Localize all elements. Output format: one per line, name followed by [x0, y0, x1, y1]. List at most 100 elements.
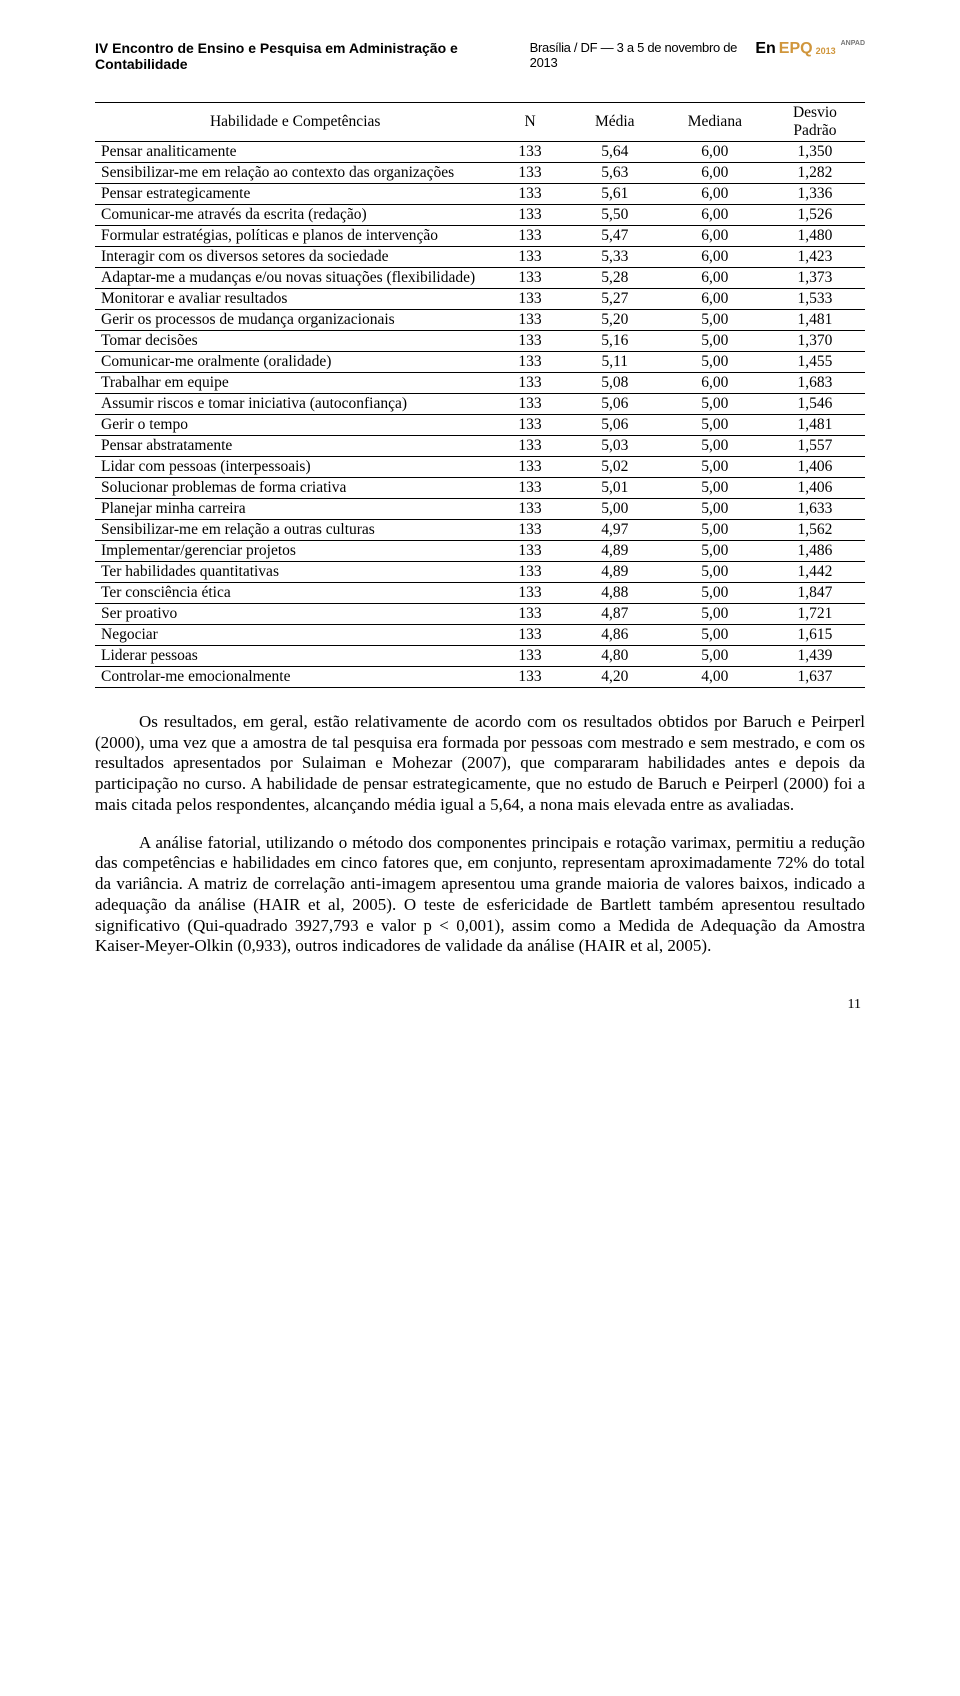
cell-value: 1,406 — [765, 478, 865, 499]
cell-label: Interagir com os diversos setores da soc… — [95, 247, 495, 268]
cell-label: Monitorar e avaliar resultados — [95, 289, 495, 310]
cell-label: Gerir o tempo — [95, 415, 495, 436]
page-header: IV Encontro de Ensino e Pesquisa em Admi… — [95, 40, 865, 72]
cell-value: 133 — [495, 268, 564, 289]
cell-value: 5,01 — [565, 478, 665, 499]
cell-label: Formular estratégias, políticas e planos… — [95, 226, 495, 247]
table-row: Comunicar-me através da escrita (redação… — [95, 205, 865, 226]
header-logo: EnEPQ 2013 ANPAD — [755, 40, 865, 58]
logo-year: 2013 — [816, 46, 836, 56]
cell-label: Pensar estrategicamente — [95, 184, 495, 205]
cell-value: 4,86 — [565, 625, 665, 646]
cell-value: 1,282 — [765, 163, 865, 184]
cell-label: Negociar — [95, 625, 495, 646]
cell-value: 1,370 — [765, 331, 865, 352]
logo-prefix: En — [755, 40, 775, 58]
cell-value: 1,480 — [765, 226, 865, 247]
cell-label: Sensibilizar-me em relação a outras cult… — [95, 520, 495, 541]
cell-value: 5,00 — [665, 499, 765, 520]
table-row: Gerir os processos de mudança organizaci… — [95, 310, 865, 331]
table-row: Pensar abstratamente1335,035,001,557 — [95, 436, 865, 457]
cell-value: 133 — [495, 331, 564, 352]
cell-value: 133 — [495, 184, 564, 205]
cell-value: 5,00 — [665, 352, 765, 373]
cell-value: 1,847 — [765, 583, 865, 604]
cell-value: 5,00 — [665, 415, 765, 436]
cell-value: 4,89 — [565, 541, 665, 562]
paragraph-1: Os resultados, em geral, estão relativam… — [95, 712, 865, 816]
col-media: Média — [565, 103, 665, 142]
cell-label: Implementar/gerenciar projetos — [95, 541, 495, 562]
cell-label: Ter habilidades quantitativas — [95, 562, 495, 583]
cell-value: 133 — [495, 415, 564, 436]
cell-value: 1,423 — [765, 247, 865, 268]
table-row: Pensar analiticamente1335,646,001,350 — [95, 142, 865, 163]
cell-label: Comunicar-me através da escrita (redação… — [95, 205, 495, 226]
paragraph-2: A análise fatorial, utilizando o método … — [95, 833, 865, 957]
cell-value: 5,63 — [565, 163, 665, 184]
cell-value: 5,27 — [565, 289, 665, 310]
cell-value: 5,03 — [565, 436, 665, 457]
cell-label: Gerir os processos de mudança organizaci… — [95, 310, 495, 331]
cell-value: 6,00 — [665, 205, 765, 226]
cell-value: 5,61 — [565, 184, 665, 205]
cell-value: 5,00 — [665, 394, 765, 415]
cell-value: 1,350 — [765, 142, 865, 163]
logo-main: EPQ — [779, 40, 813, 58]
cell-value: 6,00 — [665, 373, 765, 394]
table-row: Sensibilizar-me em relação ao contexto d… — [95, 163, 865, 184]
cell-value: 5,20 — [565, 310, 665, 331]
table-row: Negociar1334,865,001,615 — [95, 625, 865, 646]
cell-value: 5,00 — [665, 436, 765, 457]
cell-value: 5,00 — [665, 331, 765, 352]
header-title: IV Encontro de Ensino e Pesquisa em Admi… — [95, 40, 530, 72]
logo-sub: ANPAD — [841, 40, 865, 47]
table-row: Tomar decisões1335,165,001,370 — [95, 331, 865, 352]
cell-label: Adaptar-me a mudanças e/ou novas situaçõ… — [95, 268, 495, 289]
cell-value: 6,00 — [665, 247, 765, 268]
cell-value: 1,637 — [765, 667, 865, 688]
cell-value: 5,00 — [665, 310, 765, 331]
cell-label: Comunicar-me oralmente (oralidade) — [95, 352, 495, 373]
cell-value: 5,28 — [565, 268, 665, 289]
cell-label: Pensar abstratamente — [95, 436, 495, 457]
col-mediana: Mediana — [665, 103, 765, 142]
cell-value: 4,00 — [665, 667, 765, 688]
table-row: Planejar minha carreira1335,005,001,633 — [95, 499, 865, 520]
cell-value: 5,06 — [565, 394, 665, 415]
cell-value: 133 — [495, 457, 564, 478]
table-row: Monitorar e avaliar resultados1335,276,0… — [95, 289, 865, 310]
cell-value: 133 — [495, 142, 564, 163]
cell-value: 5,64 — [565, 142, 665, 163]
cell-value: 1,373 — [765, 268, 865, 289]
cell-value: 1,557 — [765, 436, 865, 457]
cell-value: 4,88 — [565, 583, 665, 604]
table-row: Implementar/gerenciar projetos1334,895,0… — [95, 541, 865, 562]
cell-value: 1,486 — [765, 541, 865, 562]
table-row: Comunicar-me oralmente (oralidade)1335,1… — [95, 352, 865, 373]
col-n: N — [495, 103, 564, 142]
table-row: Sensibilizar-me em relação a outras cult… — [95, 520, 865, 541]
table-row: Gerir o tempo1335,065,001,481 — [95, 415, 865, 436]
cell-value: 1,562 — [765, 520, 865, 541]
cell-value: 133 — [495, 583, 564, 604]
cell-value: 6,00 — [665, 184, 765, 205]
table-row: Pensar estrategicamente1335,616,001,336 — [95, 184, 865, 205]
cell-value: 5,47 — [565, 226, 665, 247]
cell-label: Liderar pessoas — [95, 646, 495, 667]
cell-value: 133 — [495, 436, 564, 457]
cell-value: 6,00 — [665, 163, 765, 184]
cell-value: 133 — [495, 247, 564, 268]
cell-value: 133 — [495, 352, 564, 373]
cell-label: Assumir riscos e tomar iniciativa (autoc… — [95, 394, 495, 415]
cell-value: 5,08 — [565, 373, 665, 394]
cell-value: 1,546 — [765, 394, 865, 415]
cell-value: 5,00 — [665, 604, 765, 625]
cell-label: Pensar analiticamente — [95, 142, 495, 163]
cell-value: 5,00 — [665, 457, 765, 478]
cell-value: 5,00 — [665, 583, 765, 604]
cell-value: 1,633 — [765, 499, 865, 520]
cell-label: Ser proativo — [95, 604, 495, 625]
page: IV Encontro de Ensino e Pesquisa em Admi… — [0, 0, 960, 1073]
cell-value: 5,00 — [665, 625, 765, 646]
